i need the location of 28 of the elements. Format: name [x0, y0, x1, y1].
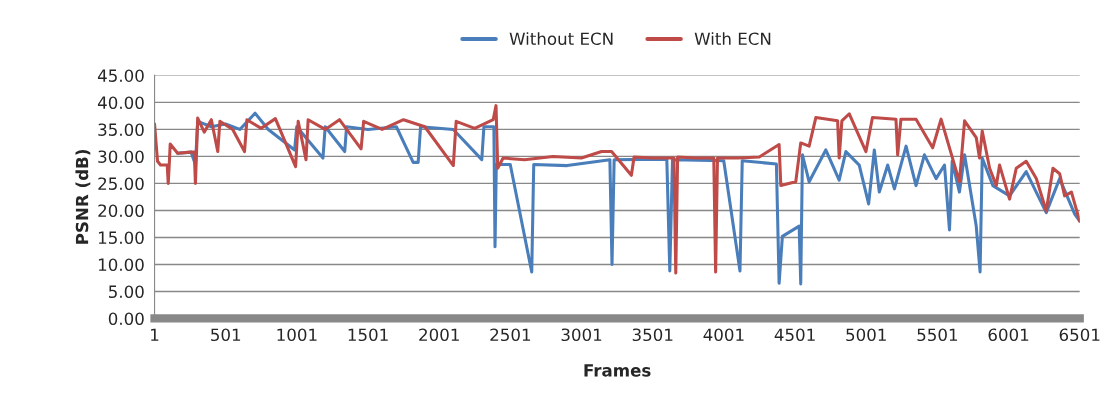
legend-label: Without ECN: [509, 32, 613, 46]
y-axis-title: PSNR (dB): [75, 150, 91, 244]
x-tick-label: 2001: [419, 328, 459, 342]
y-tick-label: 40.00: [97, 96, 144, 109]
y-tick-label: 15.00: [98, 231, 144, 244]
y-tick-label: 30.00: [98, 150, 144, 163]
x-tick-label: 2501: [490, 328, 531, 342]
y-tick-label: 35.00: [98, 123, 144, 136]
legend-label: With ECN: [694, 32, 771, 46]
x-tick-label: 5001: [846, 328, 886, 342]
y-tick-label: 25.00: [98, 177, 144, 190]
y-tick-label: 5.00: [109, 285, 144, 299]
y-tick-label: 20.00: [98, 204, 144, 217]
x-tick-label: 6501: [1059, 328, 1100, 342]
x-tick-label: 6001: [988, 328, 1029, 342]
y-tick-label: 0.00: [108, 312, 144, 326]
x-axis-title: Frames: [584, 364, 651, 377]
y-tick-label: 45.00: [97, 69, 144, 82]
x-tick-label: 3001: [561, 328, 602, 342]
x-tick-label: 5501: [917, 328, 958, 342]
x-tick-label: 1501: [348, 328, 388, 342]
x-tick-label: 1: [151, 328, 159, 341]
y-tick-label: 10.00: [98, 258, 144, 271]
x-tick-label: 1001: [277, 328, 317, 342]
x-tick-label: 3501: [632, 328, 673, 342]
x-tick-label: 501: [211, 328, 241, 342]
x-tick-label: 4501: [774, 328, 815, 342]
x-tick-label: 4001: [703, 328, 744, 342]
